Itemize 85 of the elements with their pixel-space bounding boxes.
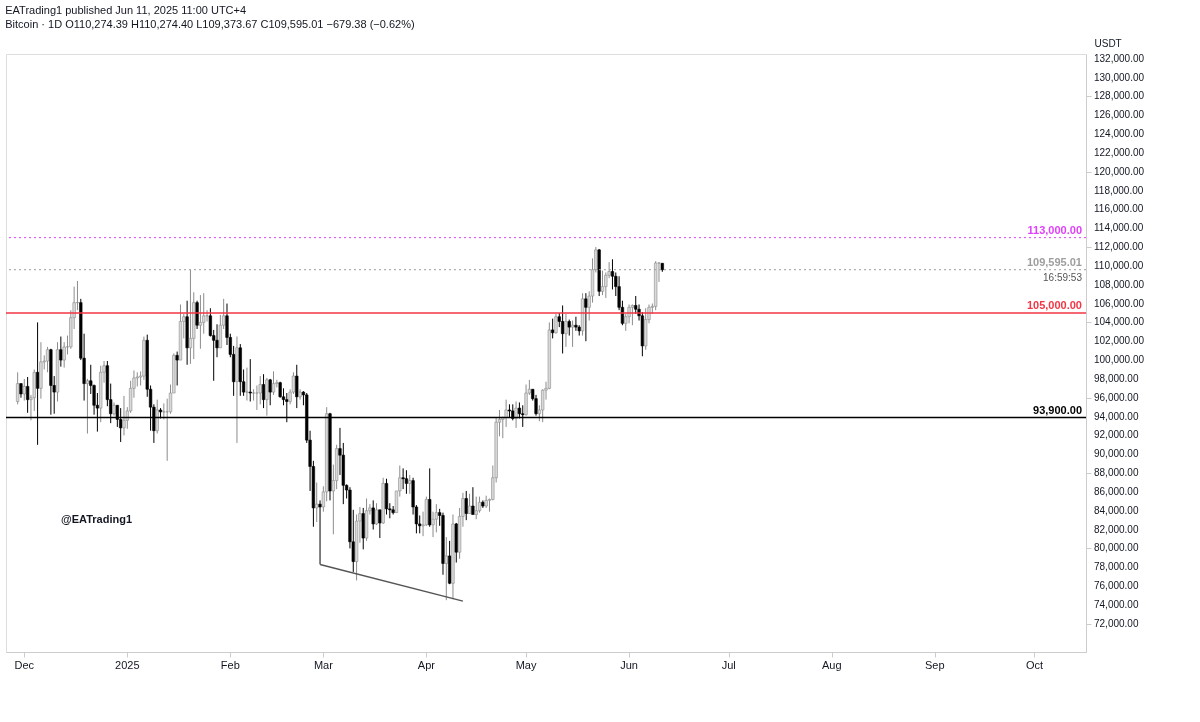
candlestick [467,493,472,515]
candlestick [175,351,179,386]
y-tick-label: 86,000.00 [1094,485,1139,497]
y-tick-label: 110,000.00 [1094,259,1144,271]
candlestick [561,304,565,354]
y-tick-label: 118,000.00 [1094,184,1144,196]
candlestick [26,376,30,414]
candlestick [524,384,528,417]
candlestick [474,496,478,520]
y-tick-label: 92,000.00 [1094,429,1139,441]
x-tick-label: 2025 [115,659,140,671]
y-tick-label: 102,000.00 [1094,335,1145,347]
y-tick-label: 126,000.00 [1094,109,1145,121]
x-tick-label: Oct [1025,659,1044,671]
candlestick [268,378,272,406]
x-tick-label: Aug [821,659,842,671]
candlestick [315,481,319,523]
y-tick-label: 78,000.00 [1094,561,1139,573]
chart-title: EATrading1 published Jun 11, 2025 11:00 UTC+4 [5,4,247,16]
candlestick [371,499,375,531]
y-tick-label: 80,000.00 [1094,542,1139,554]
candlestick [391,505,395,516]
y-tick-label: 106,000.00 [1094,297,1145,309]
candlestick [404,469,409,495]
x-tick-label: May [515,659,537,671]
candlestick [85,378,90,435]
y-tick-label: 128,000.00 [1094,90,1145,102]
candlestick [245,367,249,402]
y-tick-label: 82,000.00 [1094,523,1139,535]
x-tick-label: Jun [620,659,638,671]
y-tick-label: 112,000.00 [1094,241,1144,253]
candlestick [408,474,412,495]
x-tick-label: Mar [313,659,334,671]
annotation: 16:59:53 [1043,271,1083,283]
y-tick-label: 114,000.00 [1094,222,1144,234]
x-tick-label: Apr [417,659,436,671]
candlestick [298,388,302,401]
candlestick [551,318,555,339]
y-tick-label: 72,000.00 [1094,617,1139,629]
x-tick-label: Dec [14,659,35,671]
candlestick [471,486,475,516]
y-tick-label: 122,000.00 [1094,146,1145,158]
y-tick-label: 74,000.00 [1094,598,1139,610]
x-tick-label: Feb [220,659,240,671]
chart-subtitle: Bitcoin · 1D O110,274.39 H110,274.40 L109,373.67 C109,595.01 −679.38 (−0.62%) [5,18,415,30]
annotation: @EATrading1 [61,513,133,526]
candlestick [155,399,159,435]
y-tick-label: 120,000.00 [1094,165,1145,177]
x-tick-label: Jul [721,659,736,671]
candlestick [318,499,322,565]
candlestick [434,503,438,533]
y-tick-label: 94,000.00 [1094,410,1139,422]
candlestick [600,270,605,296]
ref-line-label: 93,900.00 [1033,403,1082,416]
y-tick-label: 100,000.00 [1094,354,1145,366]
y-tick-label: 96,000.00 [1094,391,1139,403]
y-tick-label: 84,000.00 [1094,504,1139,516]
candlestick [251,388,256,402]
candlestick [444,536,448,601]
y-tick-label: 116,000.00 [1094,203,1144,215]
y-tick-label: 98,000.00 [1094,372,1139,384]
y-tick-label: 88,000.00 [1094,467,1139,479]
y-tick-label: 132,000.00 [1094,52,1145,64]
y-tick-label: 76,000.00 [1094,580,1139,592]
y-tick-label: 130,000.00 [1094,71,1145,83]
candlestick [248,358,252,402]
candlestick [295,364,299,409]
y-tick-label: 90,000.00 [1094,448,1139,460]
candlestick [378,509,382,539]
ref-line-label: 105,000.00 [1026,298,1082,311]
candlestick [574,316,578,332]
candlestick [464,490,468,521]
y-tick-label: 124,000.00 [1094,128,1145,140]
candlestick [255,384,259,411]
x-tick-label: Sep [925,659,945,671]
y-tick-label: 104,000.00 [1094,316,1145,328]
candlestick [198,294,203,350]
ref-line-label: 113,000.00 [1027,223,1082,236]
candlestick [374,502,379,526]
candlestick [195,300,199,330]
y-tick-label: 108,000.00 [1094,278,1145,290]
candlestick [261,373,266,409]
ref-line-label: 109,595.01 [1026,255,1082,268]
y-axis-title: USDT [1094,37,1122,49]
candlestick [401,467,405,490]
